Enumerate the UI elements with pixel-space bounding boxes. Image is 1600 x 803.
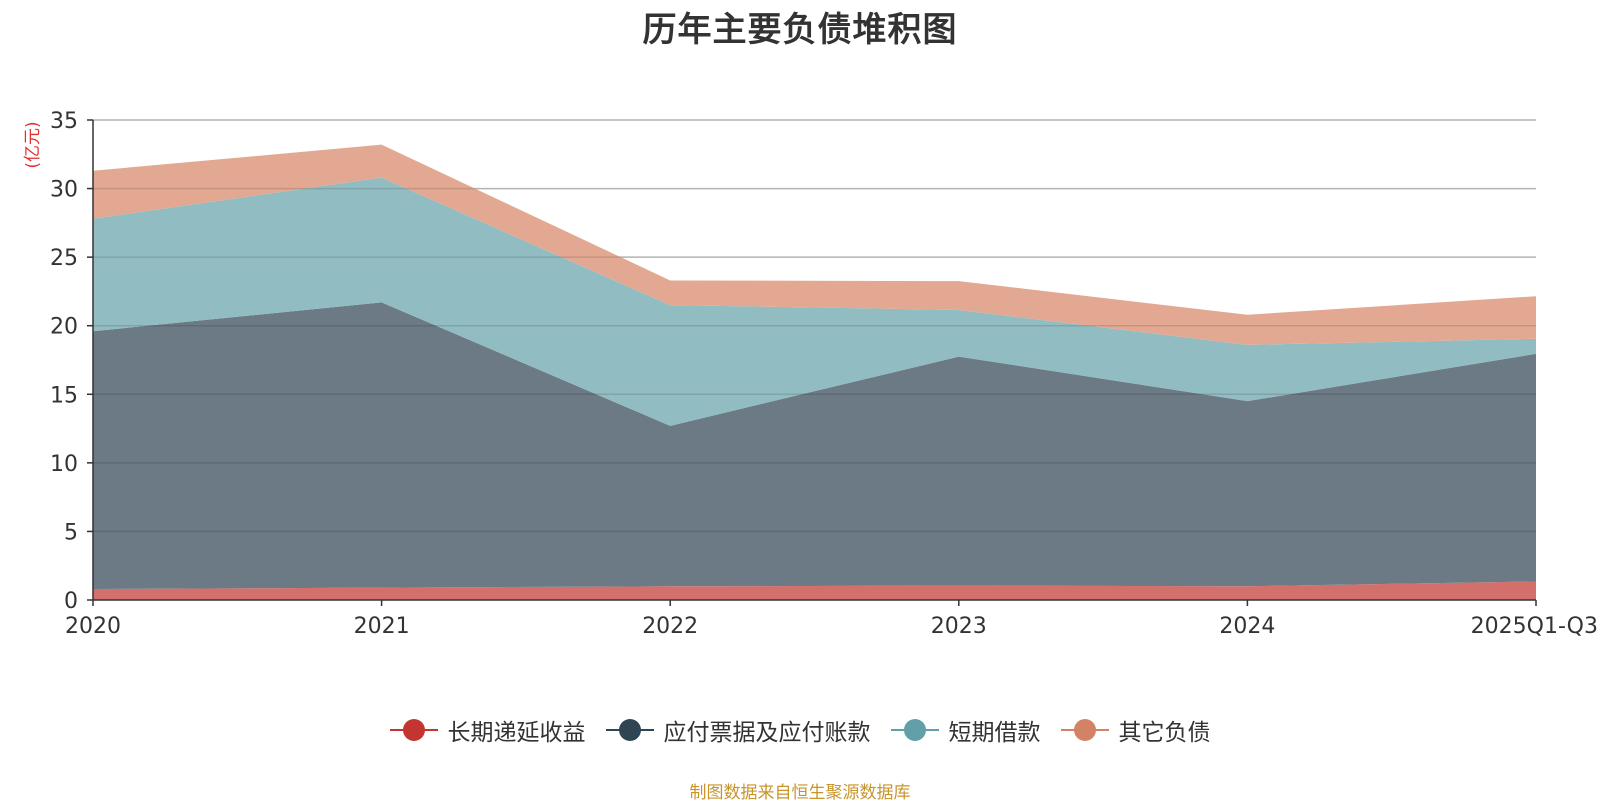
area-series[interactable] bbox=[93, 144, 1536, 345]
x-tick-label: 2021 bbox=[354, 614, 410, 639]
stacked-areas bbox=[93, 119, 1536, 600]
x-tick-label: 2025Q1-Q3 bbox=[1471, 614, 1598, 639]
legend-item[interactable]: 短期借款 bbox=[890, 713, 1041, 747]
legend-marker-icon bbox=[890, 718, 939, 742]
x-tick-label: 2020 bbox=[65, 614, 121, 639]
y-tick-label: 35 bbox=[50, 109, 78, 134]
legend-marker-icon bbox=[1060, 718, 1109, 742]
legend: 长期递延收益 应付票据及应付账款 短期借款 其它负债 bbox=[0, 713, 1600, 747]
axes: 0 5 10 15 20 25 30 35 2020 2021 2022 2023 2024 2025Q1… bbox=[50, 109, 1598, 639]
area-series[interactable] bbox=[93, 177, 1536, 426]
area-series[interactable] bbox=[93, 302, 1536, 590]
area-series[interactable] bbox=[93, 581, 1536, 600]
legend-item[interactable]: 长期递延收益 bbox=[389, 713, 586, 747]
source-note: 制图数据来自恒生聚源数据库 bbox=[689, 783, 911, 803]
y-tick-label: 0 bbox=[64, 589, 78, 614]
y-tick-label: 30 bbox=[50, 178, 78, 203]
legend-label: 短期借款 bbox=[948, 720, 1041, 746]
legend-label: 其它负债 bbox=[1118, 720, 1211, 746]
y-tick-label: 20 bbox=[50, 315, 78, 340]
legend-item[interactable]: 应付票据及应付账款 bbox=[605, 713, 871, 747]
y-tick-label: 25 bbox=[50, 246, 78, 271]
y-tick-label: 5 bbox=[64, 520, 78, 545]
legend-marker-icon bbox=[605, 718, 654, 742]
y-tick-label: 15 bbox=[50, 383, 78, 408]
legend-label: 长期递延收益 bbox=[447, 720, 586, 746]
legend-marker-icon bbox=[389, 718, 438, 742]
y-axis-unit-label: (亿元) bbox=[23, 121, 43, 168]
legend-label: 应付票据及应付账款 bbox=[663, 720, 871, 746]
chart-title: 历年主要负债堆积图 bbox=[642, 10, 958, 50]
x-tick-label: 2022 bbox=[642, 614, 698, 639]
y-tick-label: 10 bbox=[50, 452, 78, 477]
legend-item[interactable]: 其它负债 bbox=[1060, 713, 1211, 747]
x-tick-label: 2024 bbox=[1219, 614, 1275, 639]
x-tick-label: 2023 bbox=[931, 614, 987, 639]
